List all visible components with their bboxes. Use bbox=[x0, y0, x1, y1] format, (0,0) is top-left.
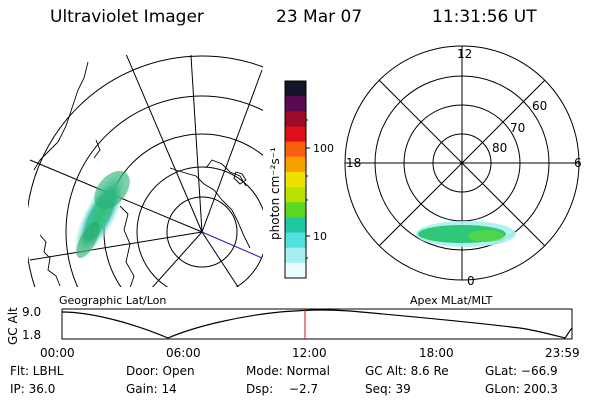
gc-alt-info: GC Alt: 8.6 Re bbox=[365, 364, 449, 378]
colorbar-unit-label: photon cm⁻²s⁻¹ bbox=[268, 147, 282, 240]
polar-plot: 12 18 6 0 60 70 80 bbox=[344, 45, 582, 288]
date-label: 23 Mar 07 bbox=[276, 7, 363, 27]
colorbar-tick-10: 10 bbox=[313, 230, 327, 243]
ip-info: IP: 36.0 bbox=[10, 382, 56, 396]
colorbar-cell bbox=[285, 262, 306, 279]
x-tick-1800: 18:00 bbox=[419, 346, 454, 360]
altitude-ylabel: GC Alt bbox=[6, 307, 20, 345]
x-tick-0600: 06:00 bbox=[166, 346, 201, 360]
colorbar-cell bbox=[285, 202, 306, 218]
y-tick-1-8: 1.8 bbox=[22, 328, 41, 342]
geo-map-label: Geographic Lat/Lon bbox=[59, 294, 166, 307]
colorbar-cell bbox=[285, 187, 306, 203]
colorbar-cell bbox=[285, 232, 306, 249]
colorbar-cell bbox=[285, 126, 306, 143]
geographic-map bbox=[28, 55, 263, 287]
gain-info: Gain: 14 bbox=[126, 382, 177, 396]
door-info: Door: Open bbox=[126, 364, 195, 378]
x-tick-2359: 23:59 bbox=[545, 346, 580, 360]
altitude-strip: Geographic Lat/Lon Apex MLat/MLT 9.0 1.8… bbox=[6, 294, 580, 360]
glat-info: GLat: −66.9 bbox=[485, 364, 558, 378]
x-tick-1200: 12:00 bbox=[292, 346, 327, 360]
dsp-label: Dsp: bbox=[246, 382, 274, 396]
mode-info: Mode: Normal bbox=[246, 364, 330, 378]
aurora-emission-geo bbox=[74, 170, 130, 259]
mlt-label-18: 18 bbox=[346, 156, 361, 170]
aurora-emission-polar bbox=[416, 221, 516, 247]
mlt-label-0: 0 bbox=[467, 274, 475, 288]
lat-label-70: 70 bbox=[510, 121, 525, 135]
instrument-title: Ultraviolet Imager bbox=[50, 7, 204, 27]
time-label: 11:31:56 UT bbox=[432, 7, 537, 27]
mlt-label-6: 6 bbox=[574, 156, 582, 170]
polar-plot-label: Apex MLat/MLT bbox=[410, 294, 493, 307]
y-tick-9: 9.0 bbox=[22, 305, 41, 319]
colorbar-cell bbox=[285, 111, 306, 127]
colorbar-cell bbox=[285, 171, 306, 188]
colorbar-cell bbox=[285, 141, 306, 158]
colorbar-cell bbox=[285, 81, 306, 97]
dsp-value: −2.7 bbox=[289, 382, 319, 396]
glon-info: GLon: 200.3 bbox=[485, 382, 558, 396]
colorbar-cell bbox=[285, 217, 306, 234]
seq-info: Seq: 39 bbox=[365, 382, 411, 396]
lat-label-80: 80 bbox=[492, 141, 507, 155]
colorbar-cell bbox=[285, 156, 306, 173]
colorbar-cell bbox=[285, 247, 306, 264]
colorbar-cell bbox=[285, 96, 306, 112]
colorbar-tick-100: 100 bbox=[313, 142, 334, 155]
altitude-curve bbox=[61, 309, 573, 339]
lat-label-60: 60 bbox=[532, 99, 547, 113]
mlt-label-12: 12 bbox=[457, 47, 472, 61]
x-tick-0000: 00:00 bbox=[40, 346, 75, 360]
colorbar: 100 10 photon cm⁻²s⁻¹ bbox=[268, 80, 334, 279]
filter-info: Flt: LBHL bbox=[10, 364, 64, 378]
